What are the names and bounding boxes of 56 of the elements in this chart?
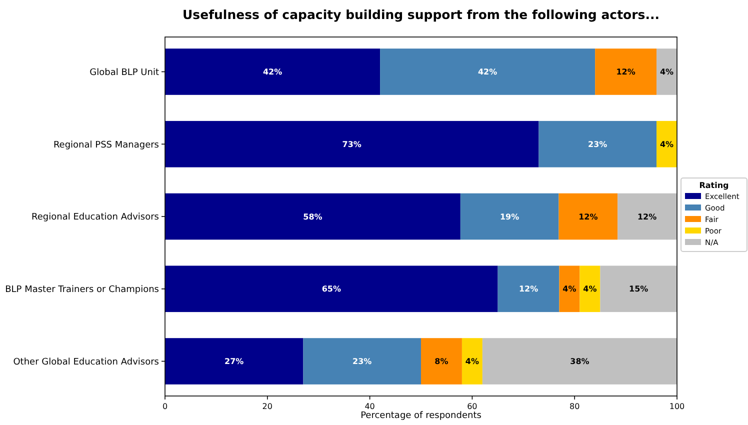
data-label: 12% xyxy=(616,68,636,77)
data-label: 4% xyxy=(562,284,576,294)
bar xyxy=(600,266,677,312)
bar xyxy=(165,120,539,168)
data-label: 12% xyxy=(637,212,657,222)
x-tick-label: 20 xyxy=(262,402,272,411)
chart-title: Usefulness of capacity building support from the following actors... xyxy=(182,7,660,22)
y-tick-label: Other Global Education Advisors xyxy=(13,357,160,368)
bar xyxy=(165,266,498,312)
x-tick-label: 0 xyxy=(162,402,168,411)
bar xyxy=(165,48,380,95)
data-label: 42% xyxy=(478,68,498,77)
data-label: 15% xyxy=(629,284,648,294)
data-label: 23% xyxy=(588,140,608,149)
data-label: 4% xyxy=(465,357,479,366)
data-label: 23% xyxy=(352,357,372,366)
y-tick-label: Regional Education Advisors xyxy=(32,212,160,223)
bar xyxy=(618,193,676,240)
bar xyxy=(165,193,460,240)
bar xyxy=(558,193,618,240)
data-label: 65% xyxy=(322,284,341,294)
data-label: 58% xyxy=(303,212,322,222)
data-label: 27% xyxy=(224,357,244,366)
data-label: 42% xyxy=(262,68,282,77)
data-label: 4% xyxy=(583,284,597,294)
x-tick-label: 60 xyxy=(467,402,478,411)
bar xyxy=(462,338,482,384)
x-tick-label: 80 xyxy=(570,402,580,411)
y-tick-label: BLP Master Trainers or Champions xyxy=(5,285,160,296)
data-label: 38% xyxy=(570,357,590,366)
bar xyxy=(380,48,596,95)
bar xyxy=(656,48,677,95)
bar xyxy=(421,338,462,384)
data-label: 19% xyxy=(500,212,520,222)
data-label: 4% xyxy=(660,140,674,149)
bar xyxy=(482,338,677,384)
bar xyxy=(559,266,580,312)
bar xyxy=(656,120,677,168)
data-label: 8% xyxy=(434,357,448,366)
data-label: 12% xyxy=(578,212,598,222)
bar xyxy=(498,266,560,312)
x-tick-label: 40 xyxy=(364,402,375,411)
y-tick-label: Global BLP Unit xyxy=(90,68,160,78)
y-tick-label: Regional PSS Managers xyxy=(53,140,160,150)
legend-title: Rating xyxy=(699,181,730,190)
bar xyxy=(303,338,421,384)
bar xyxy=(460,193,559,240)
data-label: 73% xyxy=(342,140,362,149)
data-label: 4% xyxy=(660,68,674,77)
x-axis-title: Percentage of respondents xyxy=(360,411,482,421)
bar xyxy=(595,48,657,95)
data-label: 12% xyxy=(518,284,538,294)
bar xyxy=(580,266,600,312)
bar xyxy=(165,338,304,384)
x-tick-label: 100 xyxy=(669,402,685,411)
bar xyxy=(538,120,657,168)
